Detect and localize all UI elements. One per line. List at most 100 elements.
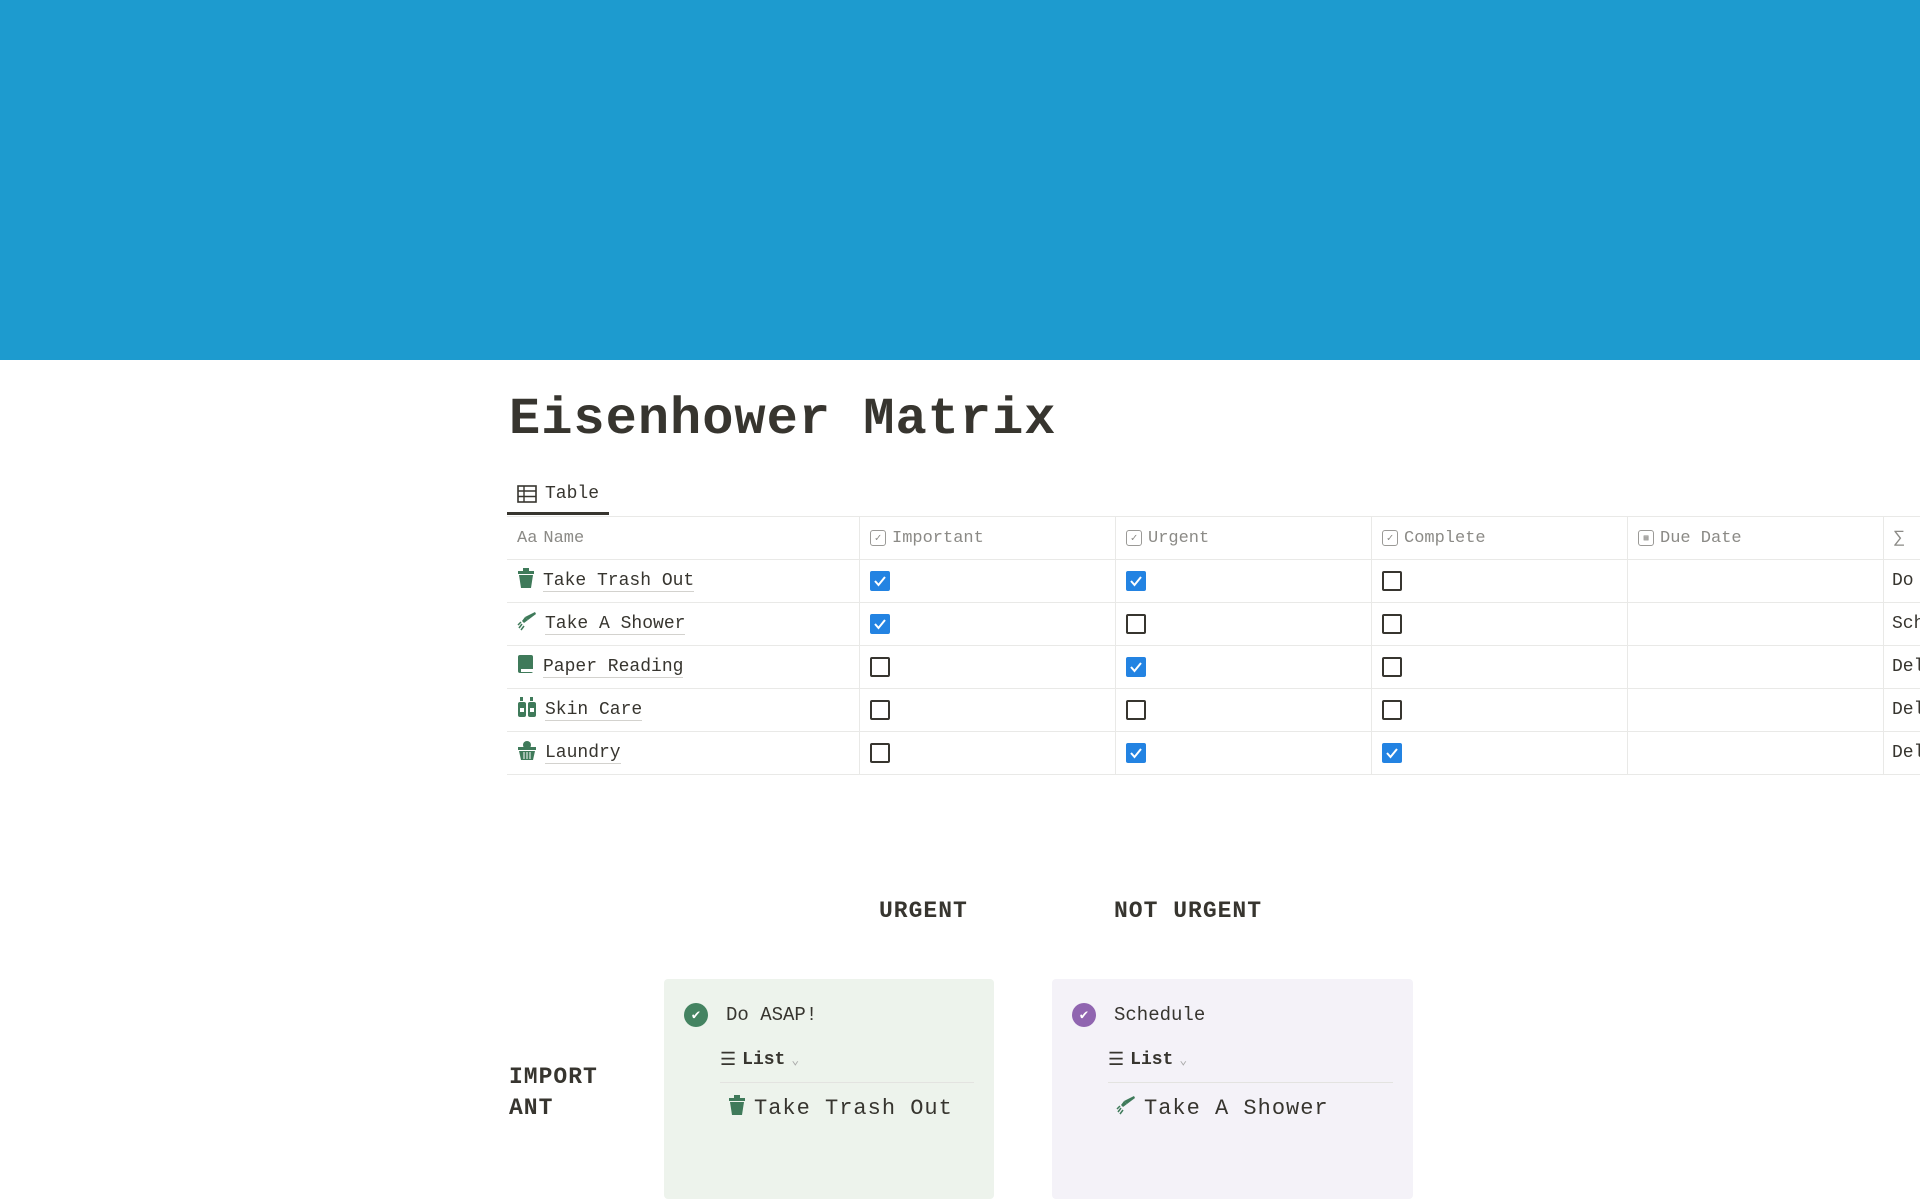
list-icon: ☰ [720,1051,737,1071]
divider [1108,1082,1393,1083]
list-item[interactable]: Take A Shower [1116,1095,1329,1122]
urgent-cell[interactable] [1116,560,1372,602]
urgent-cell[interactable] [1116,646,1372,688]
laundry-basket-icon [517,740,537,766]
shower-icon [517,611,537,637]
name-cell[interactable]: Skin Care [507,689,860,731]
table-row: Paper Reading Delegate [507,646,1920,689]
formula-value: Schedule [1892,614,1920,634]
checkbox-icon: ✓ [870,530,886,546]
view-switcher[interactable]: ☰ List ⌄ [720,1049,799,1071]
matrix-label-important: IMPORT ANT [509,1064,598,1121]
urgent-cell[interactable] [1116,732,1372,774]
complete-cell[interactable] [1372,689,1628,731]
due-date-cell[interactable] [1628,560,1884,602]
complete-checkbox[interactable] [1382,657,1402,677]
complete-cell[interactable] [1372,603,1628,645]
row-name[interactable]: Paper Reading [543,656,684,678]
urgent-cell[interactable] [1116,603,1372,645]
name-cell[interactable]: Paper Reading [507,646,860,688]
complete-checkbox[interactable] [1382,571,1402,591]
due-date-cell[interactable] [1628,732,1884,774]
due-date-cell[interactable] [1628,689,1884,731]
check-circle-icon: ✔ [1072,1003,1096,1027]
header-label: Urgent [1148,528,1210,548]
important-checkbox[interactable] [870,571,890,591]
column-header-name[interactable]: Aa Name [507,517,860,559]
complete-checkbox[interactable] [1382,743,1402,763]
due-date-cell[interactable] [1628,603,1884,645]
important-checkbox[interactable] [870,700,890,720]
complete-checkbox[interactable] [1382,614,1402,634]
table-row: Skin Care Delete [507,689,1920,732]
card-title[interactable]: Do ASAP! [726,1004,818,1026]
data-table: Aa Name ✓ Important ✓ Urgent ✓ Complete ▦ Due… [507,516,1920,775]
important-cell[interactable] [860,603,1116,645]
row-name[interactable]: Laundry [545,742,621,764]
due-date-cell[interactable] [1628,646,1884,688]
table-row: Laundry Delegate [507,732,1920,775]
check-circle-icon: ✔ [684,1003,708,1027]
important-checkbox[interactable] [870,614,890,634]
name-cell[interactable]: Take Trash Out [507,560,860,602]
row-name[interactable]: Take A Shower [545,613,686,635]
formula-value: Delegate [1892,743,1920,763]
name-cell[interactable]: Take A Shower [507,603,860,645]
formula-cell: Delete [1884,689,1920,731]
shower-icon [1116,1095,1136,1122]
trash-icon [728,1095,746,1122]
important-checkbox[interactable] [870,657,890,677]
matrix-label-not-urgent: NOT URGENT [1114,898,1263,924]
table-row: Take A Shower Schedule [507,603,1920,646]
row-name[interactable]: Skin Care [545,699,643,721]
formula-value: Do ASAP! [1892,571,1920,591]
view-switcher[interactable]: ☰ List ⌄ [1108,1049,1187,1071]
urgent-checkbox[interactable] [1126,743,1146,763]
checkbox-icon: ✓ [1126,530,1142,546]
important-checkbox[interactable] [870,743,890,763]
tab-table[interactable]: Table [507,475,610,515]
name-cell[interactable]: Laundry [507,732,860,774]
column-header-complete[interactable]: ✓ Complete [1372,517,1628,559]
checkbox-icon: ✓ [1382,530,1398,546]
view-label: List [1130,1050,1174,1070]
complete-cell[interactable] [1372,646,1628,688]
header-label: Important [892,528,984,548]
table-header: Aa Name ✓ Important ✓ Urgent ✓ Complete ▦ Due… [507,517,1920,560]
divider [720,1082,974,1083]
book-icon [517,654,535,680]
complete-cell[interactable] [1372,560,1628,602]
item-name: Take Trash Out [754,1096,953,1121]
matrix-card-schedule: ✔ Schedule ☰ List ⌄ Take A Shower [1052,979,1413,1199]
urgent-checkbox[interactable] [1126,614,1146,634]
row-name[interactable]: Take Trash Out [543,570,695,592]
view-label: List [742,1050,786,1070]
chevron-down-icon: ⌄ [791,1052,800,1068]
formula-cell: Do ASAP! [1884,560,1920,602]
matrix-card-do-asap: ✔ Do ASAP! ☰ List ⌄ Take Trash Out [664,979,994,1199]
column-header-important[interactable]: ✓ Important [860,517,1116,559]
card-title[interactable]: Schedule [1114,1004,1206,1026]
formula-cell: Schedule [1884,603,1920,645]
chevron-down-icon: ⌄ [1179,1052,1188,1068]
urgent-cell[interactable] [1116,689,1372,731]
important-cell[interactable] [860,560,1116,602]
list-icon: ☰ [1108,1051,1125,1071]
column-header-formula[interactable]: ∑ [1884,517,1920,559]
column-header-urgent[interactable]: ✓ Urgent [1116,517,1372,559]
table-icon [517,484,537,503]
formula-value: Delete [1892,700,1920,720]
important-cell[interactable] [860,646,1116,688]
item-name: Take A Shower [1144,1096,1329,1121]
formula-icon: ∑ [1894,528,1905,548]
complete-cell[interactable] [1372,732,1628,774]
column-header-due-date[interactable]: ▦ Due Date [1628,517,1884,559]
urgent-checkbox[interactable] [1126,700,1146,720]
formula-cell: Delegate [1884,732,1920,774]
list-item[interactable]: Take Trash Out [728,1095,953,1122]
urgent-checkbox[interactable] [1126,657,1146,677]
urgent-checkbox[interactable] [1126,571,1146,591]
important-cell[interactable] [860,689,1116,731]
important-cell[interactable] [860,732,1116,774]
complete-checkbox[interactable] [1382,700,1402,720]
